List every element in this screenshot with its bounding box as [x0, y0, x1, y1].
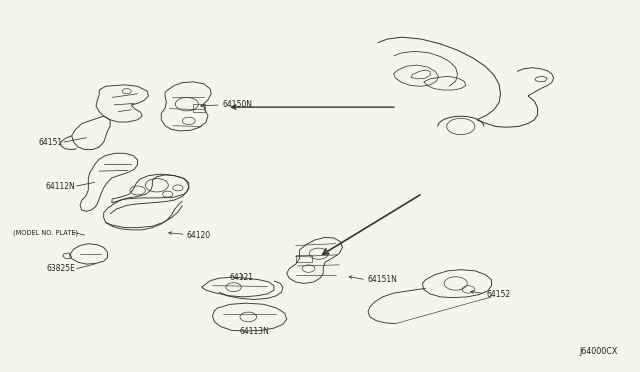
Bar: [193, 104, 205, 112]
Text: 64120: 64120: [187, 231, 211, 240]
Text: (MODEL NO. PLATE): (MODEL NO. PLATE): [13, 229, 78, 236]
Text: J64000CX: J64000CX: [579, 347, 618, 356]
Text: 64150N: 64150N: [223, 100, 253, 109]
Text: 64121: 64121: [230, 273, 254, 282]
Text: 64151N: 64151N: [368, 275, 398, 284]
Text: 63825E: 63825E: [47, 264, 76, 273]
Text: 64151: 64151: [38, 138, 63, 147]
Bar: [296, 255, 312, 262]
Text: 64112N: 64112N: [46, 182, 76, 190]
Text: 64113N: 64113N: [240, 327, 269, 336]
Text: 64152: 64152: [486, 290, 511, 299]
